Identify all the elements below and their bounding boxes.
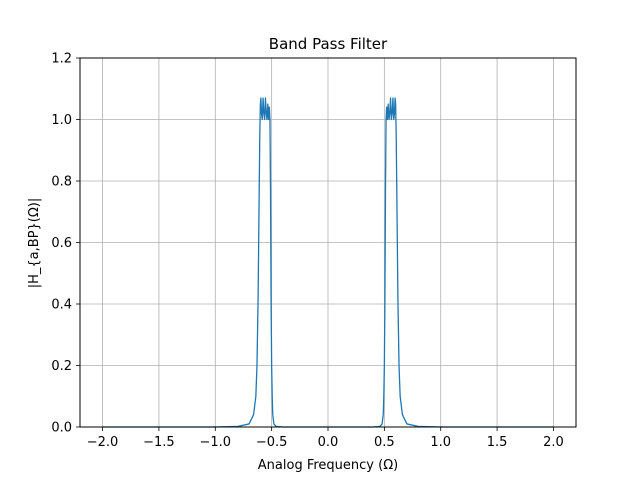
x-tick-label: 1.0	[430, 435, 451, 450]
y-tick-label: 0.4	[51, 298, 72, 313]
x-tick-label: 0.5	[374, 435, 395, 450]
x-tick-label: −0.5	[256, 435, 288, 450]
x-tick-label: −1.5	[143, 435, 175, 450]
y-tick-label: 1.2	[51, 52, 72, 67]
y-tick-label: 0.2	[51, 359, 72, 374]
y-tick-label: 0.6	[51, 236, 72, 251]
x-tick-label: 0.0	[318, 435, 339, 450]
y-axis: 0.0 0.2 0.4 0.6 0.8 1.0 1.2	[51, 52, 80, 436]
y-tick-label: 1.0	[51, 113, 72, 128]
y-tick-label: 0.8	[51, 175, 72, 190]
grid	[80, 57, 576, 428]
x-tick-label: 1.5	[487, 435, 508, 450]
x-tick-label: 2.0	[543, 435, 564, 450]
chart-title: Band Pass Filter	[269, 35, 388, 53]
x-axis: −2.0 −1.5 −1.0 −0.5 0.0 0.5 1.0 1.5 2.0	[87, 427, 564, 450]
y-tick-label: 0.0	[51, 421, 72, 436]
x-tick-label: −1.0	[199, 435, 231, 450]
x-axis-label: Analog Frequency (Ω)	[258, 458, 398, 473]
x-tick-label: −2.0	[87, 435, 119, 450]
y-axis-label: |H_{a,BP}(Ω)|	[27, 198, 42, 289]
